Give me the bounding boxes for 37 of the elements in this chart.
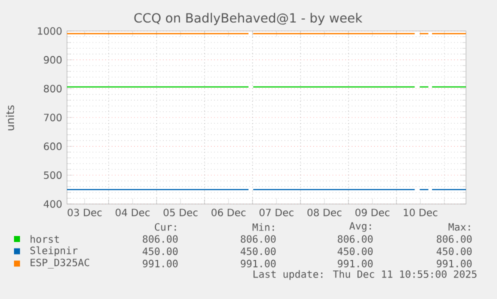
text: Min: — [252, 223, 274, 231]
text: 991.00 — [142, 260, 178, 268]
text: 450.00 — [338, 248, 373, 256]
text: 450.00 — [142, 248, 178, 256]
y-tick-label: 600 — [44, 142, 62, 150]
text: 806.00 — [338, 235, 373, 243]
legend-label: Sleipnir — [30, 246, 78, 256]
text: 991.00 — [240, 260, 276, 268]
text: 991.00 — [436, 260, 472, 268]
text: Cur: — [154, 223, 176, 231]
x-tick-label: 05 Dec — [164, 208, 198, 216]
y-tick-label: 1000 — [38, 27, 62, 35]
x-tick-label: 03 Dec — [68, 208, 102, 216]
text: Last update: Thu Dec 11 10:55:00 2025 — [254, 270, 476, 280]
text: 991.00 — [338, 260, 373, 268]
y-tick-label: 700 — [44, 114, 62, 122]
x-tick-label: 04 Dec — [116, 208, 150, 216]
legend-label: ESP_D325AC — [30, 258, 90, 268]
y-tick-label: 800 — [44, 84, 62, 92]
x-tick-label: 09 Dec — [355, 208, 390, 216]
text: 450.00 — [240, 248, 276, 256]
y-axis-title: units — [6, 105, 14, 130]
text: Max: — [448, 223, 470, 231]
y-tick-label: 400 — [44, 200, 62, 208]
legend-label: horst — [30, 235, 59, 243]
x-tick-label: 08 Dec — [307, 208, 342, 216]
text: 806.00 — [142, 235, 178, 243]
chart-title: CCQ on BadlyBehaved@1 - by week — [134, 12, 362, 26]
y-tick-label: 900 — [44, 56, 62, 64]
text: Avg: — [349, 222, 371, 232]
text: 450.00 — [436, 248, 472, 256]
text: 806.00 — [436, 235, 472, 243]
y-tick-label: 500 — [44, 171, 62, 179]
x-tick-label: 06 Dec — [212, 208, 246, 216]
text: 806.00 — [240, 235, 276, 243]
x-tick-label: 10 Dec — [404, 208, 438, 216]
x-tick-label: 07 Dec — [260, 208, 294, 216]
